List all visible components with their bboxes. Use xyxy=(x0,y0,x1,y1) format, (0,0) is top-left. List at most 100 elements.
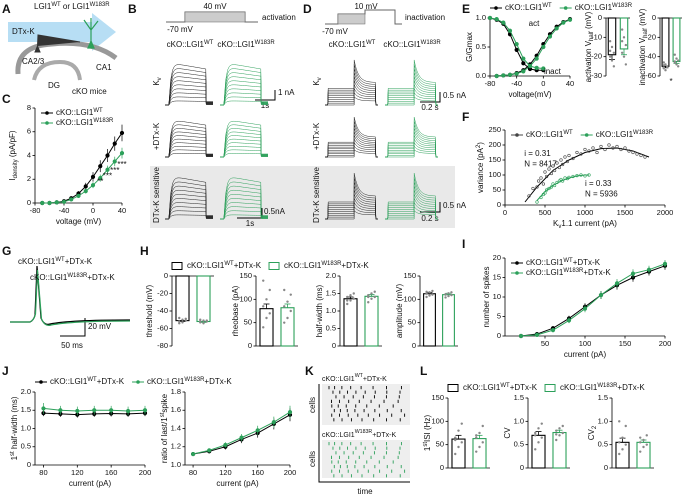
text-part: WT xyxy=(500,383,510,389)
y-tick-label: 1.6 xyxy=(171,405,181,414)
line-marker xyxy=(487,15,493,21)
legend-label: cKO::LGI1WT xyxy=(505,3,552,13)
data-point xyxy=(184,317,187,321)
data-point xyxy=(425,295,428,299)
panel-label: K xyxy=(305,364,314,378)
x-tick-label: 200 xyxy=(659,339,672,348)
current-trace xyxy=(385,189,438,220)
scatter-point xyxy=(555,161,559,165)
data-point xyxy=(475,434,478,437)
text-part: spike xyxy=(160,393,169,412)
line-marker xyxy=(92,408,97,413)
scatter-point xyxy=(547,167,551,171)
scale-label: 0.2 s xyxy=(421,103,438,112)
current-trace xyxy=(325,185,378,220)
group-label: cKO::LGI1W183R+DTx-K xyxy=(30,273,115,283)
data-point xyxy=(610,59,614,62)
line-marker xyxy=(541,66,546,71)
bar xyxy=(423,293,436,347)
legend-marker xyxy=(447,384,459,392)
scatter-point xyxy=(559,158,563,162)
line-marker xyxy=(119,130,125,136)
data-point xyxy=(199,318,202,321)
legend-marker xyxy=(45,121,49,125)
y-tick-label: 0 xyxy=(332,341,336,350)
scale-label: 0.2 s xyxy=(421,214,438,223)
text-part: cKO::LGI1 xyxy=(322,432,355,439)
text-part: WT xyxy=(355,373,364,379)
protocol-step: 10 mV xyxy=(354,2,378,11)
text-part: half xyxy=(589,31,595,41)
data-point xyxy=(178,320,181,323)
scatter-point xyxy=(567,153,571,158)
y-tick-label: 1.0 xyxy=(326,306,336,315)
current-trace xyxy=(325,124,378,158)
current-trace xyxy=(220,124,268,158)
data-point xyxy=(481,424,484,428)
data-point xyxy=(639,450,642,453)
current-trace xyxy=(165,124,213,158)
scatter-point xyxy=(543,170,547,174)
scale-label: 0.5 nA xyxy=(443,91,467,100)
line-marker xyxy=(534,332,540,337)
data-point xyxy=(645,434,648,437)
y-tick-label: 200 xyxy=(488,140,501,149)
current-trace xyxy=(325,201,378,220)
annotation: *** xyxy=(117,160,126,169)
current-trace xyxy=(220,149,268,158)
data-point xyxy=(428,294,431,297)
y-tick-label: -10 xyxy=(591,32,602,41)
current-trace xyxy=(325,116,378,158)
data-point xyxy=(450,293,453,297)
y-tick-label: 1.0 xyxy=(21,423,31,432)
data-point xyxy=(370,297,373,300)
row-label: DTx-K sensitive xyxy=(312,166,321,223)
scatter-point xyxy=(567,175,571,179)
text-part: cKO::LGI1 xyxy=(284,261,322,270)
data-point xyxy=(618,420,621,423)
current-trace xyxy=(325,89,378,106)
panel-label: D xyxy=(303,2,312,16)
data-point xyxy=(612,65,616,68)
text-part: inactivation V xyxy=(638,37,647,85)
ca1-neuron xyxy=(83,18,99,49)
data-point xyxy=(181,321,184,324)
data-point xyxy=(612,51,616,54)
scatter-point xyxy=(571,174,575,179)
scatter-point xyxy=(557,165,562,170)
data-point xyxy=(537,427,540,430)
current-trace xyxy=(220,177,268,220)
current-trace xyxy=(385,68,438,106)
y-tick-label: 0 xyxy=(497,331,501,340)
line-marker xyxy=(41,406,46,411)
data-point xyxy=(662,61,665,64)
protocol-hold: -70 mV xyxy=(167,25,193,34)
annotation: N = 8417 xyxy=(524,160,557,169)
scatter-point xyxy=(587,149,591,153)
line-marker xyxy=(534,65,539,70)
line-marker xyxy=(521,61,526,66)
y-tick-label: 20 xyxy=(493,253,501,262)
y-tick-label: 1.0 xyxy=(476,13,486,22)
legend-label: cKO::LGI1WT+DTx-K xyxy=(526,258,601,268)
y-axis-label: inactivation Vhalf (mV) xyxy=(638,8,648,85)
data-point xyxy=(534,431,537,435)
drug-arrow xyxy=(8,13,116,51)
text-part: W183R xyxy=(67,273,88,279)
data-point xyxy=(675,63,678,66)
legend-marker xyxy=(515,133,519,137)
text-part: (mV) xyxy=(638,8,647,28)
scatter-point xyxy=(547,186,551,191)
action-potential xyxy=(10,269,131,326)
scatter-point xyxy=(603,147,607,152)
text-part: +DTx-K xyxy=(97,377,125,386)
current-trace xyxy=(165,214,213,220)
data-point xyxy=(555,429,558,432)
current-trace xyxy=(165,202,213,220)
current-trace xyxy=(220,138,268,158)
scatter-point xyxy=(627,149,631,153)
text-part: +DTx-K xyxy=(617,383,645,392)
data-point xyxy=(286,300,289,303)
current-trace xyxy=(325,120,378,158)
scatter-point xyxy=(563,155,567,159)
